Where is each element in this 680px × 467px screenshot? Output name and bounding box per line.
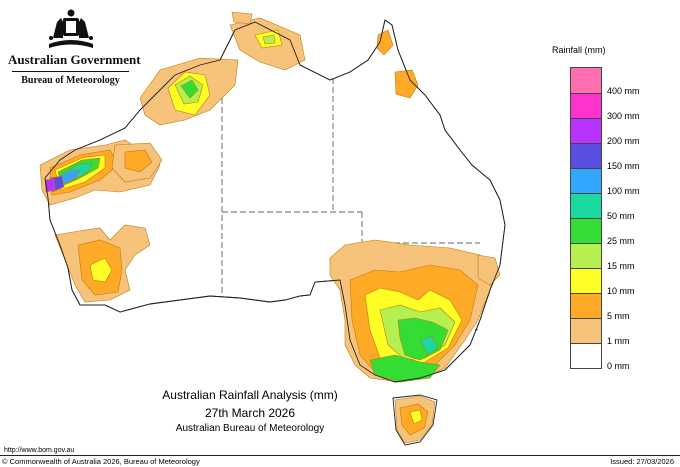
legend-swatch (571, 268, 601, 293)
bureau-name: Bureau of Meteorology (21, 75, 120, 86)
legend-label: 150 mm (607, 161, 640, 171)
rain-area-top-end-peak (262, 34, 276, 45)
rain-area-gulf (394, 69, 419, 99)
legend-color-scale (570, 67, 602, 369)
legend-swatch (571, 93, 601, 118)
map-agency: Australian Bureau of Meteorology (175, 423, 325, 434)
legend-swatch (571, 243, 601, 268)
coastline (44, 19, 506, 383)
legend-label: 10 mm (607, 286, 635, 296)
legend-label: 100 mm (607, 186, 640, 196)
legend-label: 50 mm (607, 211, 635, 221)
government-name: Australian Government (8, 52, 141, 67)
legend-label: 400 mm (607, 86, 640, 96)
legend-swatch (571, 218, 601, 243)
legend-label: 300 mm (607, 111, 640, 121)
map-date: 27th March 2026 (204, 406, 296, 420)
rain-area-pilbara-east-5 (124, 149, 153, 173)
copyright-text: © Commonwealth of Australia 2026, Bureau… (2, 457, 200, 466)
rain-area-victoria-coast-50 (419, 335, 439, 356)
logo-divider (12, 71, 129, 72)
legend-label: 1 mm (607, 336, 630, 346)
legend-swatch (571, 68, 601, 93)
rain-area-kimberley-25 (180, 79, 199, 99)
legend-swatch (571, 168, 601, 193)
legend-label: 0 mm (607, 361, 630, 371)
legend-swatch (571, 343, 601, 368)
legend-swatch (571, 143, 601, 168)
rain-area-tasmania-10 (409, 409, 423, 425)
government-logo: Australian Government Bureau of Meteorol… (8, 8, 141, 86)
issued-date: Issued: 27/03/2026 (610, 457, 674, 466)
rain-area-pilbara-200 (44, 178, 56, 193)
legend-swatch (571, 118, 601, 143)
map-title: Australian Rainfall Analysis (mm) (162, 388, 338, 402)
legend-title: Rainfall (mm) (552, 45, 606, 55)
rain-area-southwest-wa-10 (89, 257, 113, 283)
footer-divider (0, 455, 680, 456)
legend-swatch (571, 318, 601, 343)
legend-swatch (571, 293, 601, 318)
coat-of-arms-icon (48, 9, 93, 48)
legend-label: 200 mm (607, 136, 640, 146)
rain-area-darwin-west (231, 11, 253, 25)
legend-label: 25 mm (607, 236, 635, 246)
rainfall-contours (39, 11, 501, 444)
bom-url-link[interactable]: http://www.bom.gov.au (4, 447, 75, 454)
rain-area-east-coast (477, 254, 501, 286)
legend-label: 5 mm (607, 311, 630, 321)
legend-label: 15 mm (607, 261, 635, 271)
legend-swatch (571, 193, 601, 218)
